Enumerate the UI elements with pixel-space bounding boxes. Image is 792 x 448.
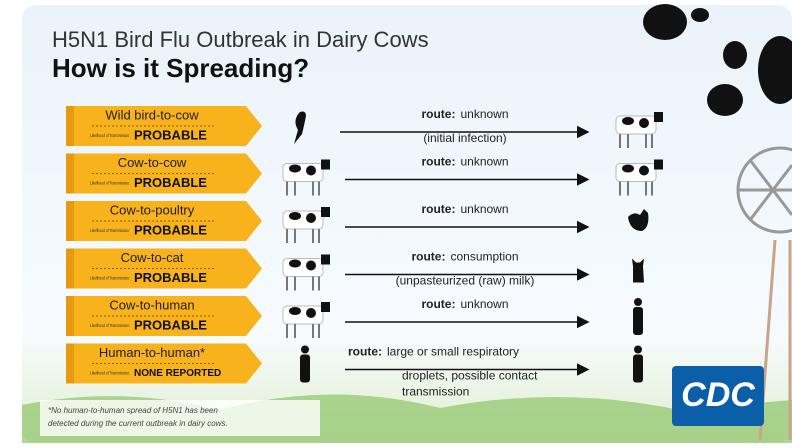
likelihood-label: Likelihood of Transmission: (90, 276, 130, 281)
cow-spot (306, 166, 316, 176)
route-label: route: (348, 345, 382, 359)
label-edge (66, 154, 74, 194)
cow-spot (306, 261, 316, 271)
transmission: Cow-to-cat (121, 250, 184, 265)
title: How is it Spreading? (52, 53, 309, 83)
body (633, 307, 643, 335)
transmission: Wild bird-to-cow (105, 107, 199, 122)
cow-spot (639, 118, 649, 128)
cow-spot (306, 308, 316, 318)
route-label: route: (421, 155, 455, 169)
route-label: route: (421, 107, 455, 121)
footnote: detected during the current outbreak in … (48, 419, 228, 428)
label-edge (66, 106, 74, 146)
label-edge (66, 296, 74, 336)
cow-spot (289, 307, 301, 315)
cow-spot (622, 117, 634, 125)
cow-body (616, 164, 656, 182)
likelihood-label: Likelihood of Transmission: (90, 133, 130, 138)
label-edge (66, 344, 74, 384)
route-text: unknown (460, 107, 508, 121)
head (634, 298, 642, 306)
route-text: consumption (450, 250, 518, 264)
cow-body (283, 259, 323, 277)
logo: CDC (681, 376, 755, 414)
likelihood-label: Likelihood of Transmission: (90, 181, 130, 186)
transmission: Cow-to-human (109, 297, 194, 312)
route-text: unknown (460, 155, 508, 169)
head (634, 346, 642, 354)
route-text: (initial infection) (423, 131, 506, 145)
route-text: large or small respiratory (387, 345, 519, 359)
cow-head (321, 207, 330, 217)
likelihood-label: Likelihood of Transmission: (90, 371, 130, 376)
likelihood: PROBABLE (134, 175, 207, 190)
route: route: unknown (421, 297, 508, 311)
subtitle: H5N1 Bird Flu Outbreak in Dairy Cows (52, 27, 429, 52)
route-label: route: (411, 250, 445, 264)
human-icon (633, 346, 643, 383)
cow-spot (622, 165, 634, 173)
cow-spot (639, 166, 649, 176)
route-text: unknown (460, 202, 508, 216)
likelihood: NONE REPORTED (134, 368, 221, 379)
cow-body (283, 164, 323, 182)
route: route: unknown (421, 155, 508, 169)
cow-head (654, 160, 663, 170)
cow-spot (289, 212, 301, 220)
head (301, 346, 309, 354)
cow-spot (306, 213, 316, 223)
cow-head (654, 112, 663, 122)
likelihood-label: Likelihood of Transmission: (90, 228, 130, 233)
transmission: Human-to-human* (99, 345, 205, 360)
human-icon (633, 298, 643, 335)
cow-head (321, 302, 330, 312)
transmission: Cow-to-poultry (110, 202, 195, 217)
likelihood: PROBABLE (134, 270, 207, 285)
likelihood: PROBABLE (134, 127, 207, 142)
human-icon (300, 346, 310, 383)
route: route: consumption (411, 250, 518, 264)
body (300, 355, 310, 383)
cow-body (616, 116, 656, 134)
route-text: unknown (460, 297, 508, 311)
footnote: *No human-to-human spread of H5N1 has be… (48, 406, 218, 415)
route-label: route: (421, 202, 455, 216)
transmission: Cow-to-cow (118, 155, 187, 170)
route-text: droplets, possible contact (402, 369, 538, 383)
cow-body (283, 306, 323, 324)
label-edge (66, 201, 74, 241)
cow-body (283, 211, 323, 229)
cow-head (321, 255, 330, 265)
route: route: unknown (421, 107, 508, 121)
route-text: (unpasteurized (raw) milk) (396, 274, 535, 288)
likelihood: PROBABLE (134, 222, 207, 237)
likelihood: PROBABLE (134, 317, 207, 332)
cow-head (321, 160, 330, 170)
route: route: unknown (421, 202, 508, 216)
cow-spot (289, 260, 301, 268)
label-edge (66, 249, 74, 289)
body (633, 355, 643, 383)
route-text: transmission (402, 385, 469, 399)
route-label: route: (421, 297, 455, 311)
cow-spot (289, 165, 301, 173)
likelihood-label: Likelihood of Transmission: (90, 323, 130, 328)
route: route: large or small respiratory (348, 345, 519, 359)
infographic: H5N1 Bird Flu Outbreak in Dairy Cows How… (0, 0, 792, 443)
